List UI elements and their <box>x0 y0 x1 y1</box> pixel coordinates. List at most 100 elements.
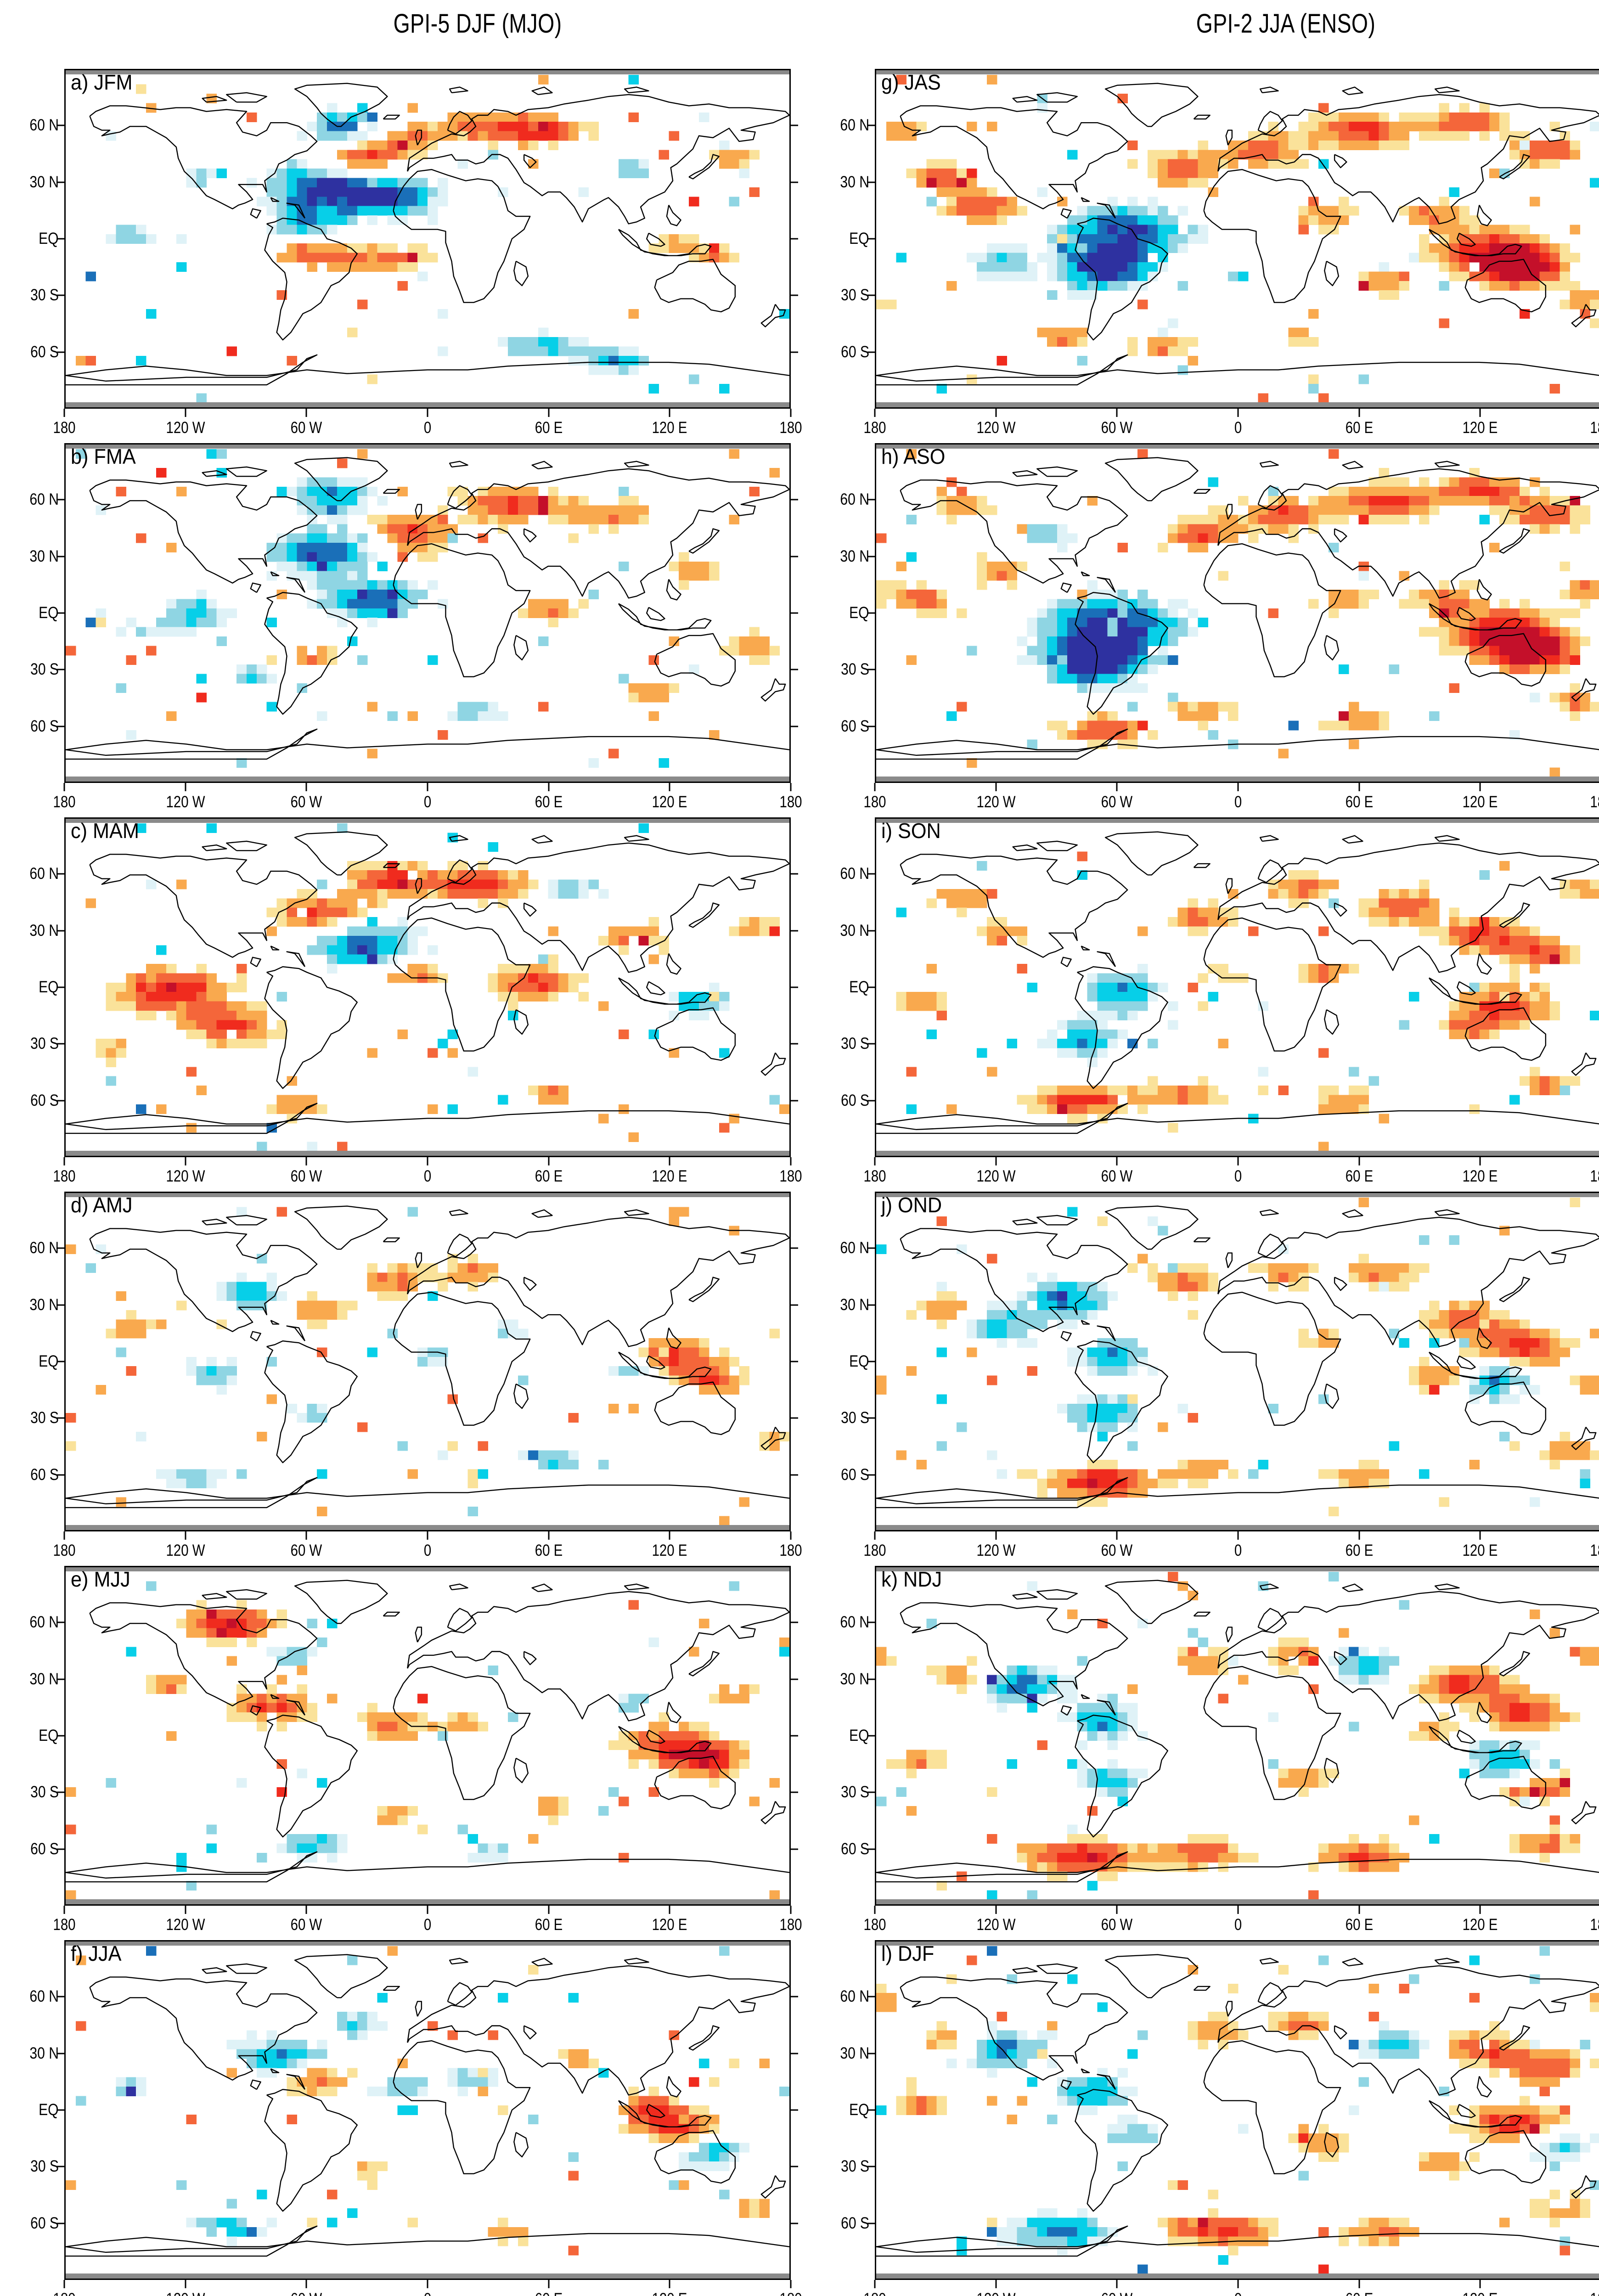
x-tick-h-4 <box>1358 783 1360 791</box>
y-tick-d-0 <box>57 1247 64 1249</box>
y-tick-right-a-3 <box>791 294 798 296</box>
y-axis-label-a-1: 30 N <box>29 173 59 191</box>
y-axis-label-k-1: 30 N <box>840 1670 869 1688</box>
panel-top-border-band-i <box>876 819 1599 823</box>
y-tick-c-1 <box>57 930 64 932</box>
map-shading-layer-l <box>876 1941 1599 2279</box>
y-axis-label-j-0: 60 N <box>840 1239 869 1257</box>
y-tick-f-1 <box>57 2053 64 2054</box>
y-tick-right-e-3 <box>791 1791 798 1793</box>
x-axis-label-c-3: 0 <box>423 1167 432 1185</box>
x-axis-label-f-5: 120 E <box>652 2290 687 2296</box>
x-axis-label-g-3: 0 <box>1234 419 1242 437</box>
x-axis-label-c-0: 180 <box>53 1167 76 1185</box>
x-axis-label-h-1: 120 W <box>976 793 1016 811</box>
y-axis-label-k-3: 30 S <box>841 1783 869 1801</box>
x-axis-label-i-4: 60 E <box>1345 1167 1373 1185</box>
map-canvas-l <box>875 1940 1599 2280</box>
x-tick-h-1 <box>995 783 997 791</box>
y-tick-i-0 <box>867 873 875 875</box>
x-tick-l-4 <box>1358 2280 1360 2288</box>
map-shading-layer-g <box>876 70 1599 407</box>
x-tick-a-3 <box>427 409 428 417</box>
y-axis-label-j-2: EQ <box>849 1352 869 1370</box>
y-axis-label-l-0: 60 N <box>840 1987 869 2006</box>
x-tick-c-1 <box>185 1157 186 1165</box>
y-axis-label-c-4: 60 S <box>30 1091 59 1109</box>
x-axis-label-k-2: 60 W <box>1101 1916 1133 1934</box>
panel-top-border-band-e <box>66 1567 789 1571</box>
y-axis-label-g-2: EQ <box>849 230 869 248</box>
x-axis-label-k-3: 0 <box>1234 1916 1242 1934</box>
y-tick-a-2 <box>57 238 64 240</box>
y-axis-label-h-0: 60 N <box>840 490 869 509</box>
y-axis-label-e-1: 30 N <box>29 1670 59 1688</box>
panel-label-a: a) JFM <box>71 70 133 94</box>
x-axis-label-k-6: 180 <box>1590 1916 1599 1934</box>
x-axis-label-j-4: 60 E <box>1345 1542 1373 1559</box>
y-tick-f-3 <box>57 2166 64 2167</box>
x-tick-f-5 <box>669 2280 670 2288</box>
x-axis-label-b-0: 180 <box>53 793 76 811</box>
x-axis-label-j-3: 0 <box>1234 1542 1242 1559</box>
panel-bottom-border-band-e <box>66 1899 789 1904</box>
x-tick-c-0 <box>63 1157 65 1165</box>
y-axis-label-e-0: 60 N <box>29 1613 59 1632</box>
y-tick-c-3 <box>57 1043 64 1045</box>
y-tick-h-4 <box>867 726 875 727</box>
y-tick-j-1 <box>867 1304 875 1306</box>
x-axis-label-f-0: 180 <box>53 2290 75 2296</box>
panel-label-d: d) AMJ <box>71 1193 133 1217</box>
y-tick-g-3 <box>867 294 875 296</box>
y-tick-right-b-1 <box>791 556 798 557</box>
y-tick-right-b-3 <box>791 669 798 670</box>
panel-top-border-band-d <box>66 1193 789 1197</box>
x-axis-label-d-6: 180 <box>779 1542 802 1559</box>
y-axis-label-j-1: 30 N <box>840 1295 869 1314</box>
y-tick-right-b-4 <box>791 726 798 727</box>
map-canvas-e <box>64 1566 791 1906</box>
x-axis-label-d-2: 60 W <box>291 1542 322 1559</box>
y-axis-label-e-3: 30 S <box>30 1783 59 1801</box>
y-tick-b-1 <box>57 556 64 557</box>
y-tick-k-0 <box>867 1621 875 1623</box>
panel-label-e: e) MJJ <box>71 1567 130 1591</box>
x-axis-label-g-1: 120 W <box>976 419 1016 437</box>
x-tick-d-5 <box>669 1531 670 1540</box>
map-canvas-j <box>875 1192 1599 1531</box>
map-panel-g: g) JAS 60 N 30 N EQ 30 S 60 S 180 120 W 60 W 0 60 … <box>840 69 1599 437</box>
y-axis-label-b-3: 30 S <box>30 660 59 679</box>
y-axis-label-b-1: 30 N <box>29 547 59 565</box>
panel-top-border-band-k <box>876 1567 1599 1571</box>
x-tick-e-0 <box>63 1906 65 1914</box>
x-axis-label-e-2: 60 W <box>291 1916 322 1934</box>
y-tick-a-1 <box>57 181 64 183</box>
y-tick-right-e-4 <box>791 1848 798 1850</box>
map-shading-layer-d <box>66 1193 789 1530</box>
y-tick-a-4 <box>57 351 64 353</box>
map-canvas-b <box>64 443 791 783</box>
y-axis-label-c-1: 30 N <box>29 921 59 940</box>
x-axis-label-d-3: 0 <box>423 1542 432 1559</box>
y-axis-label-f-2: EQ <box>39 2101 59 2119</box>
map-canvas-c <box>64 817 791 1157</box>
x-axis-label-c-6: 180 <box>779 1167 802 1185</box>
map-panel-c: c) MAM 60 N 30 N EQ 30 S 60 S 180 120 W 60 W 0 60 … <box>29 817 802 1185</box>
y-tick-right-e-2 <box>791 1735 798 1737</box>
x-tick-a-1 <box>185 409 186 417</box>
x-axis-label-e-4: 60 E <box>535 1916 563 1934</box>
panel-label-f: f) JJA <box>71 1941 122 1965</box>
panel-bottom-border-band-b <box>66 777 789 782</box>
y-tick-right-f-4 <box>791 2223 798 2224</box>
x-axis-label-j-0: 180 <box>863 1542 886 1559</box>
panel-label-b: b) FMA <box>71 445 136 468</box>
x-axis-label-g-4: 60 E <box>1345 419 1373 437</box>
x-tick-e-2 <box>305 1906 307 1914</box>
x-axis-label-a-4: 60 E <box>535 419 563 437</box>
x-axis-label-a-0: 180 <box>53 419 76 437</box>
map-shading-layer-i <box>876 819 1599 1156</box>
x-axis-label-a-5: 120 E <box>652 419 687 437</box>
x-axis-label-i-1: 120 W <box>976 1167 1016 1185</box>
y-tick-e-2 <box>57 1735 64 1737</box>
y-tick-f-0 <box>57 1996 64 1998</box>
